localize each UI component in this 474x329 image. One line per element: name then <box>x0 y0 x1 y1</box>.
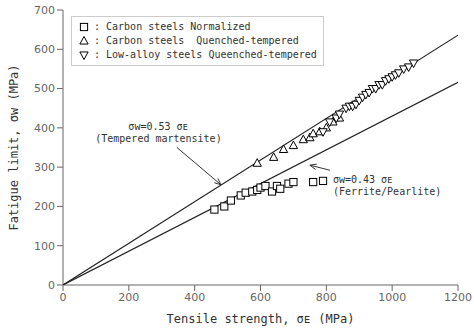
svg-text:400: 400 <box>34 122 55 135</box>
svg-text:0: 0 <box>60 291 67 304</box>
html-text:: Carbon steels Normalized: : Carbon steels Normalized <box>94 21 251 32</box>
svg-text:σᴡ=0.43 σᴇ(Ferrite/Pearlite): σᴡ=0.43 σᴇ(Ferrite/Pearlite) <box>333 173 441 197</box>
svg-text:1200: 1200 <box>444 291 466 304</box>
svg-text:300: 300 <box>34 161 55 174</box>
svg-text:Tensile strength, σᴇ (MPa): Tensile strength, σᴇ (MPa) <box>167 312 355 326</box>
svg-text:1000: 1000 <box>378 291 406 304</box>
svg-text:600: 600 <box>250 291 271 304</box>
svg-text:σᴡ=0.53 σᴇ(Tempered martensite: σᴡ=0.53 σᴇ(Tempered martensite) <box>95 120 221 144</box>
html-text:: Low-alloy steels Queenched-t: : Low-alloy steels Queenched-tempered <box>94 49 317 60</box>
svg-text:200: 200 <box>34 200 55 213</box>
svg-text:Fatigue limit, σᴡ (MPa): Fatigue limit, σᴡ (MPa) <box>8 64 21 230</box>
svg-text:200: 200 <box>118 291 139 304</box>
svg-text:700: 700 <box>34 4 55 17</box>
svg-text:0: 0 <box>48 279 55 292</box>
html-text:: Carbon steels Quenched-tempe: : Carbon steels Quenched-tempered <box>94 35 299 46</box>
svg-text:400: 400 <box>184 291 205 304</box>
svg-text:500: 500 <box>34 82 55 95</box>
svg-text:100: 100 <box>34 240 55 253</box>
svg-text:800: 800 <box>316 291 337 304</box>
svg-text:600: 600 <box>34 43 55 56</box>
